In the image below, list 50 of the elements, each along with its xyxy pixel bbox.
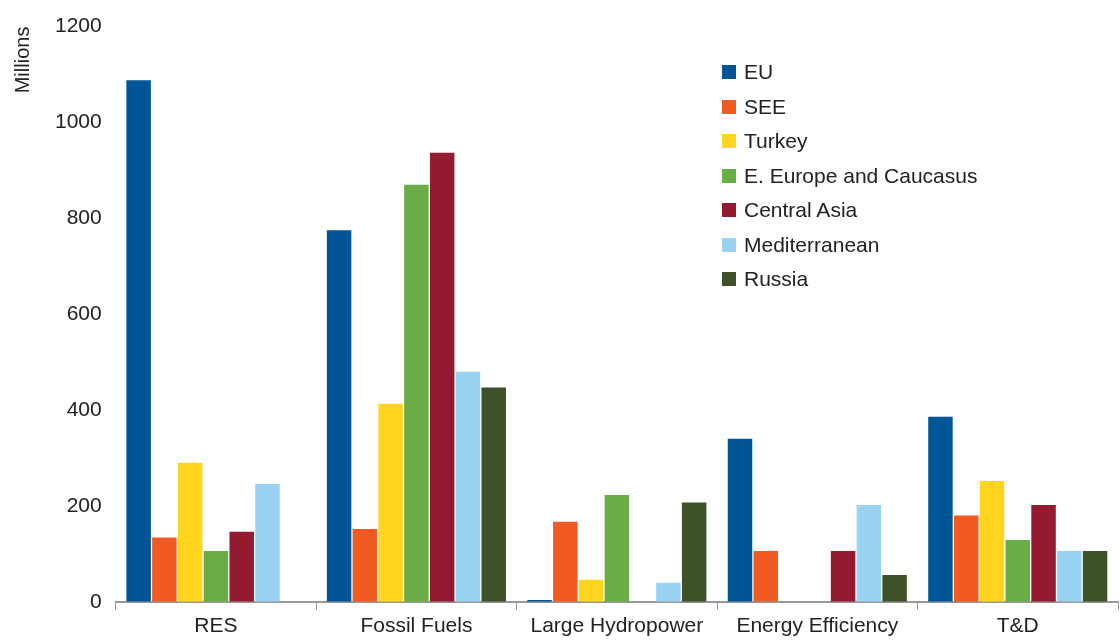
- bar: [378, 403, 403, 602]
- y-tick-label: 1000: [55, 109, 102, 133]
- y-tick-label: 200: [66, 492, 102, 516]
- bar: [553, 521, 578, 602]
- y-tick-label: 0: [90, 588, 102, 612]
- x-tick-label: Fossil Fuels: [360, 613, 473, 637]
- bar: [352, 528, 378, 602]
- y-tick-label: 400: [66, 396, 102, 420]
- bar: [255, 483, 280, 602]
- legend-label: Mediterranean: [744, 231, 880, 258]
- bar: [203, 550, 229, 602]
- bar: [1082, 550, 1108, 602]
- bar: [979, 481, 1005, 602]
- bar: [152, 537, 177, 602]
- bar: [656, 582, 681, 602]
- bar: [928, 416, 953, 602]
- bar: [404, 184, 429, 602]
- y-tick-label: 600: [66, 301, 102, 324]
- bar: [326, 230, 352, 602]
- bar: [455, 371, 481, 602]
- bar: [604, 494, 630, 602]
- legend-label: Central Asia: [744, 197, 858, 223]
- bar: [1031, 504, 1056, 602]
- x-tick-label: Large Hydropower: [530, 613, 704, 637]
- y-axis-title: Millions: [10, 26, 33, 94]
- legend-label: E. Europe and Caucasus: [744, 162, 978, 189]
- legend-label: EU: [744, 59, 774, 85]
- y-tick-label: 1200: [55, 13, 102, 37]
- bar: [753, 550, 779, 602]
- bar: [727, 438, 753, 602]
- x-tick-label: T&D: [996, 613, 1039, 637]
- bar: [953, 515, 979, 602]
- bar: [177, 462, 203, 602]
- bar: [1005, 539, 1031, 602]
- legend-label: SEE: [744, 93, 787, 120]
- bar: [429, 152, 455, 602]
- bar: [830, 550, 856, 602]
- bar: [126, 80, 151, 602]
- bar: [681, 502, 707, 602]
- bar: [578, 579, 604, 602]
- bar: [481, 387, 506, 602]
- legend-label: Turkey: [744, 128, 808, 154]
- x-tick-label: RES: [194, 613, 238, 637]
- bar: [229, 531, 254, 602]
- legend-label: Russia: [744, 266, 809, 292]
- bar: [1057, 550, 1082, 602]
- bar: [856, 504, 882, 602]
- bar: [882, 574, 907, 602]
- x-tick-label: Energy Efficiency: [736, 613, 899, 637]
- y-tick-label: 800: [66, 205, 102, 229]
